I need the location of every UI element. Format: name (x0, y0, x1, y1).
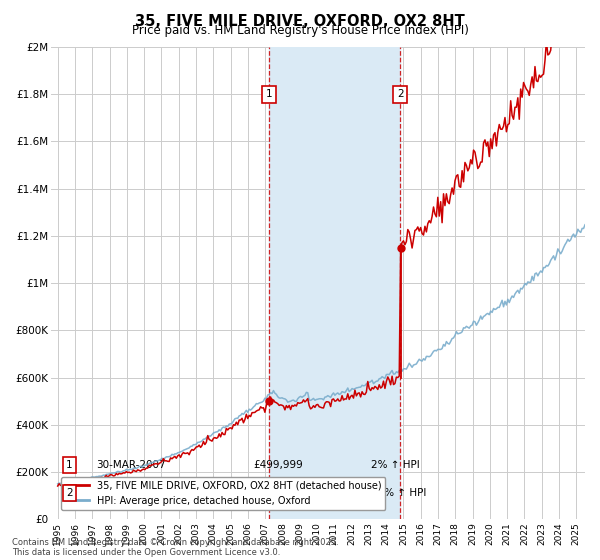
Text: 65% ↑ HPI: 65% ↑ HPI (371, 488, 427, 498)
Text: 2% ↑ HPI: 2% ↑ HPI (371, 460, 420, 470)
Text: Contains HM Land Registry data © Crown copyright and database right 2025.
This d: Contains HM Land Registry data © Crown c… (12, 538, 338, 557)
Text: 1: 1 (66, 460, 73, 470)
Bar (269, 47, 400, 519)
Text: Price paid vs. HM Land Registry's House Price Index (HPI): Price paid vs. HM Land Registry's House … (131, 24, 469, 37)
Text: 2: 2 (66, 488, 73, 498)
Text: 27-OCT-2014: 27-OCT-2014 (96, 488, 164, 498)
Text: 1: 1 (266, 89, 272, 99)
Text: 30-MAR-2007: 30-MAR-2007 (96, 460, 166, 470)
Legend: 35, FIVE MILE DRIVE, OXFORD, OX2 8HT (detached house), HPI: Average price, detac: 35, FIVE MILE DRIVE, OXFORD, OX2 8HT (de… (61, 477, 385, 510)
Text: 35, FIVE MILE DRIVE, OXFORD, OX2 8HT: 35, FIVE MILE DRIVE, OXFORD, OX2 8HT (135, 14, 465, 29)
Text: £1,150,000: £1,150,000 (254, 488, 313, 498)
Text: £499,999: £499,999 (254, 460, 304, 470)
Text: 2: 2 (397, 89, 404, 99)
